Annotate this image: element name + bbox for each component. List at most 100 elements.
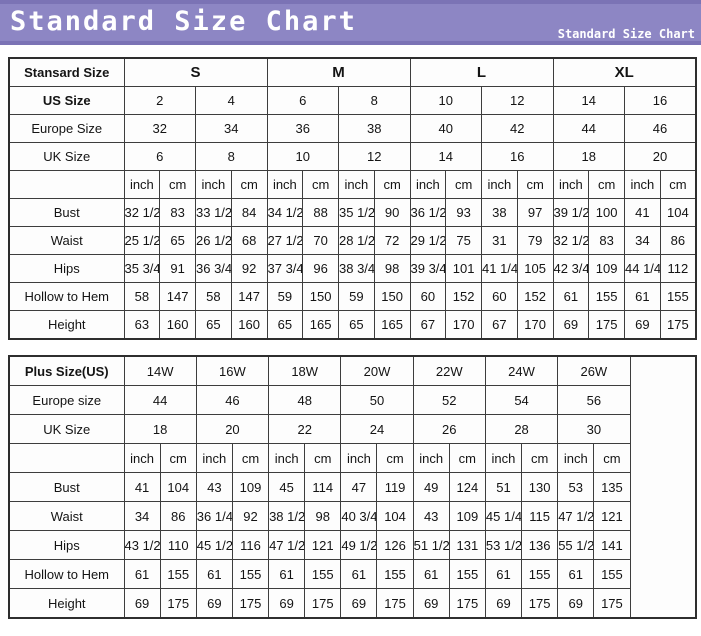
measurement-cell: 83	[159, 198, 196, 227]
measurement-cell: 69	[484, 588, 523, 619]
measurement-cell: 109	[588, 254, 625, 283]
measurement-cell: 152	[445, 282, 482, 311]
measurement-cell: 61	[195, 559, 233, 589]
row-label: Plus Size(US)	[8, 355, 125, 386]
measurement-cell: 37 3/4	[266, 254, 304, 283]
measurement-cell: 119	[376, 472, 414, 502]
measurement-cell: 28 1/2	[338, 226, 375, 255]
measurement-cell: 43 1/2	[123, 530, 161, 560]
size-header-cell: 24W	[484, 355, 559, 386]
measurement-cell: 65	[338, 310, 375, 340]
measurement-cell: 72	[373, 226, 411, 255]
measurement-cell: 61	[624, 282, 661, 311]
measurement-cell: 43	[412, 501, 450, 531]
measurement-cell: 68	[230, 226, 268, 255]
measurement-cell: 36 3/4	[195, 254, 232, 283]
measurement-cell: 150	[302, 282, 339, 311]
size-value-cell: 52	[412, 385, 486, 415]
header-bar: Standard Size Chart Standard Size Chart	[0, 0, 701, 45]
measurement-cell: 121	[593, 501, 631, 531]
measurement-cell: 25 1/2	[123, 226, 161, 255]
measurement-cell: 104	[659, 198, 697, 227]
measurement-cell: 121	[304, 530, 342, 560]
measurement-cell: 90	[373, 198, 411, 227]
measurement-cell: 116	[231, 530, 270, 560]
measurement-cell: 86	[659, 226, 697, 255]
unit-cell: inch	[123, 443, 161, 473]
measurement-cell: 136	[521, 530, 559, 560]
size-value-cell: 4	[195, 86, 268, 115]
measurement-cell: 36 1/2	[409, 198, 447, 227]
unit-cell: inch	[557, 443, 595, 473]
plus-size-table-body: Plus Size(US) 14W 16W 18W 20W 22W 24W 26W Europe…	[8, 355, 697, 619]
measurement-cell: 131	[448, 530, 486, 560]
measurement-cell: 147	[230, 282, 268, 311]
size-value-cell: 30	[557, 414, 631, 444]
measurement-cell: 110	[159, 530, 197, 560]
size-value-cell: 36	[266, 114, 339, 143]
measurement-cell: 26 1/2	[195, 226, 232, 255]
table-row: Height 69 175 69 175 69 175 69 175 69 175 69 175 69 17…	[8, 588, 696, 619]
table-row: Bust 32 1/2 83 33 1/2 84 34 1/2 88 35 1/2 90 36 1…	[8, 198, 697, 227]
row-label: Stansard Size	[8, 57, 125, 87]
measurement-cell: 69	[624, 310, 661, 340]
unit-cell: cm	[302, 170, 339, 199]
table-row: Hips 35 3/4 91 36 3/4 92 37 3/4 96 38 3/4 98 39 3…	[8, 254, 697, 283]
size-header-cell: L	[409, 57, 554, 87]
measurement-cell: 47 1/2	[557, 501, 595, 531]
measurement-cell: 92	[230, 254, 268, 283]
size-value-cell: 22	[268, 414, 342, 444]
page-subtitle: Standard Size Chart	[557, 27, 695, 41]
measurement-cell: 101	[445, 254, 482, 283]
measurement-cell: 104	[159, 472, 197, 502]
unit-cell: cm	[373, 170, 411, 199]
measurement-cell: 55 1/2	[557, 530, 595, 560]
measurement-cell: 88	[302, 198, 339, 227]
measurement-cell: 67	[481, 310, 518, 340]
measurement-cell: 67	[409, 310, 447, 340]
measurement-cell: 34	[624, 226, 661, 255]
standard-size-table: Stansard Size S M L XL US Size 2 4 6 8 10 12 14 16 Eur…	[8, 57, 697, 340]
size-value-cell: 40	[409, 114, 482, 143]
unit-cell: cm	[448, 443, 486, 473]
size-value-cell: 42	[481, 114, 554, 143]
measurement-cell: 147	[159, 282, 196, 311]
size-value-cell: 20	[195, 414, 270, 444]
measurement-cell: 126	[376, 530, 414, 560]
measurement-cell: 112	[659, 254, 697, 283]
unit-cell: inch	[481, 170, 518, 199]
table-row: Bust 41 104 43 109 45 114 47 119 49 124 51 130 53 135	[8, 472, 696, 502]
measurement-cell: 130	[521, 472, 559, 502]
plus-size-table: Plus Size(US) 14W 16W 18W 20W 22W 24W 26W Europe…	[8, 355, 697, 619]
measurement-cell: 69	[552, 310, 590, 340]
measurement-cell: 65	[195, 310, 232, 340]
unit-cell: inch	[340, 443, 378, 473]
measurement-cell: 49	[412, 472, 450, 502]
measurement-cell: 35 3/4	[123, 254, 161, 283]
measurement-cell: 150	[373, 282, 411, 311]
measurement-cell: 45	[268, 472, 306, 502]
measurement-cell: 175	[304, 588, 342, 619]
row-label: Bust	[8, 472, 125, 502]
size-value-cell: 14	[409, 142, 482, 171]
size-header-cell: S	[123, 57, 268, 87]
measurement-cell: 175	[231, 588, 270, 619]
page-title: Standard Size Chart	[10, 6, 357, 37]
table-row: Plus Size(US) 14W 16W 18W 20W 22W 24W 26W	[8, 355, 697, 619]
measurement-cell: 47 1/2	[268, 530, 306, 560]
table-row: inch cm inch cm inch cm inch cm inch cm inch cm inch…	[8, 443, 696, 473]
measurement-cell: 53 1/2	[484, 530, 523, 560]
row-label: Waist	[8, 501, 125, 531]
unit-cell: inch	[266, 170, 304, 199]
size-value-cell: 18	[123, 414, 197, 444]
measurement-cell: 84	[230, 198, 268, 227]
size-value-cell: 10	[266, 142, 339, 171]
measurement-cell: 155	[659, 282, 697, 311]
size-value-cell: 14	[552, 86, 625, 115]
unit-cell: cm	[521, 443, 559, 473]
measurement-cell: 170	[445, 310, 482, 340]
measurement-cell: 175	[593, 588, 631, 619]
row-label: Waist	[8, 226, 125, 255]
size-value-cell: 10	[409, 86, 482, 115]
size-value-cell: 32	[123, 114, 196, 143]
